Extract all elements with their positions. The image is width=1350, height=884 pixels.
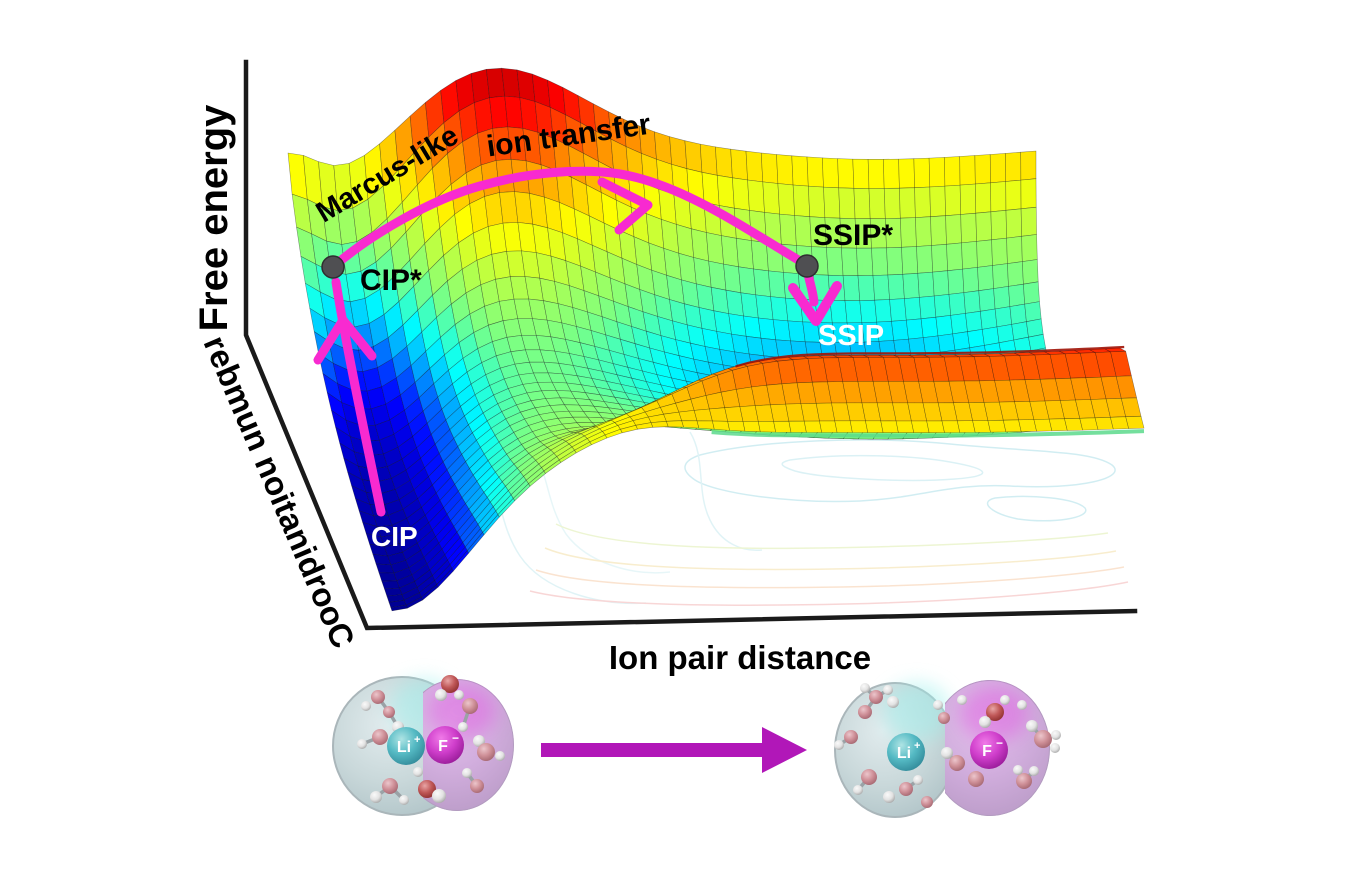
svg-text:Ion pair distance: Ion pair distance xyxy=(609,639,871,676)
svg-text:F: F xyxy=(982,743,992,760)
svg-text:Li: Li xyxy=(397,739,411,756)
svg-text:CIP*: CIP* xyxy=(360,264,422,297)
svg-text:CIP: CIP xyxy=(371,521,418,552)
svg-text:Free energy: Free energy xyxy=(192,104,236,332)
svg-text:F: F xyxy=(438,738,448,755)
svg-text:+: + xyxy=(914,740,920,752)
svg-text:+: + xyxy=(414,734,420,746)
svg-text:SSIP: SSIP xyxy=(818,320,884,352)
svg-text:Li: Li xyxy=(897,745,911,762)
svg-text:SSIP*: SSIP* xyxy=(813,219,893,252)
svg-text:−: − xyxy=(452,731,459,745)
svg-text:−: − xyxy=(996,736,1003,750)
